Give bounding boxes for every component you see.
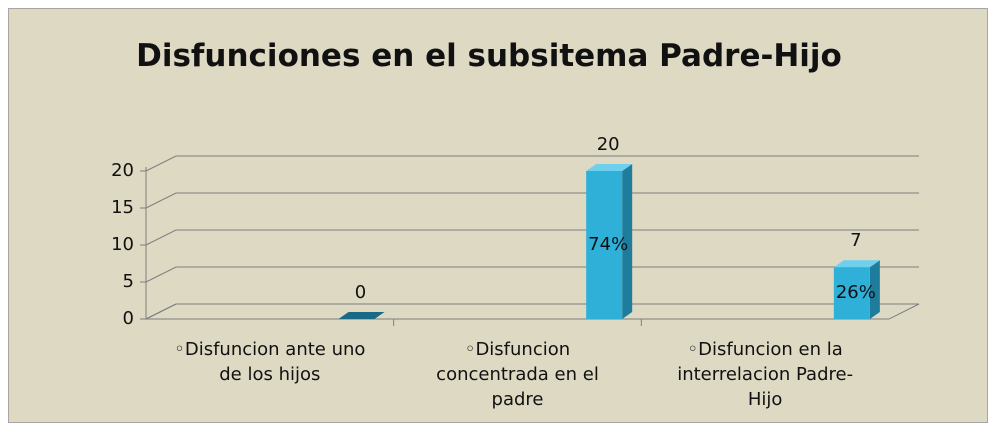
x-tick-label: ◦Disfuncion concentrada en el padre xyxy=(436,339,599,410)
bar xyxy=(833,267,870,319)
chart: Disfunciones en el subsitema Padre-Hijo … xyxy=(8,8,988,423)
y-tick-label: 5 xyxy=(123,271,134,292)
bar-top xyxy=(833,260,880,268)
bar-top xyxy=(586,164,633,171)
value-label: 0 xyxy=(355,282,366,303)
grid-line xyxy=(145,155,919,172)
bar-side xyxy=(869,260,880,319)
y-tick-label: 15 xyxy=(111,197,134,218)
plot: 0 5 10 15 20 0 20 74% 7 26% xyxy=(111,134,920,329)
grid-line xyxy=(145,192,919,209)
x-tick-label: ◦Disfuncion ante uno de los hijos xyxy=(174,339,366,385)
chart-title: Disfunciones en el subsitema Padre-Hijo xyxy=(136,38,842,74)
bar xyxy=(586,171,623,319)
value-label: 7 xyxy=(850,230,861,251)
grid-line xyxy=(145,266,919,283)
y-tick-label: 0 xyxy=(123,308,134,329)
y-tick-label: 20 xyxy=(111,160,134,181)
bar-side xyxy=(622,164,633,319)
floor xyxy=(145,303,920,320)
bar-top xyxy=(338,312,385,319)
grid-line xyxy=(145,229,919,246)
grid-line xyxy=(145,303,919,320)
x-tick-label: ◦Disfuncion en la interrelacion Padre-Hi… xyxy=(677,339,854,410)
value-label: 20 xyxy=(597,134,620,155)
percent-label: 74% xyxy=(588,234,628,255)
percent-label: 26% xyxy=(836,282,876,303)
y-tick-label: 10 xyxy=(111,234,134,255)
